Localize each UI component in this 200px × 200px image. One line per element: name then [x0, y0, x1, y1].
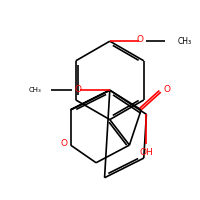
- Text: O: O: [60, 139, 67, 148]
- Text: O: O: [163, 85, 170, 94]
- Text: CH₃: CH₃: [28, 87, 41, 93]
- Text: CH₃: CH₃: [177, 37, 191, 46]
- Text: O: O: [75, 85, 82, 94]
- Text: O: O: [136, 35, 144, 44]
- Text: OH: OH: [140, 148, 153, 157]
